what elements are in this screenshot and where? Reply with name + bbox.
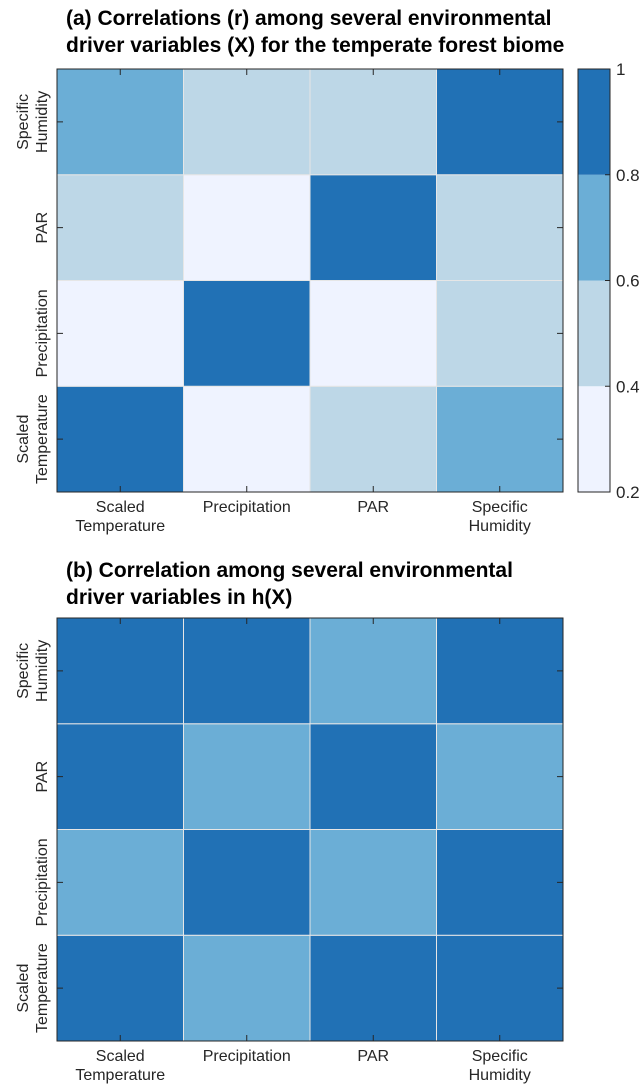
heatmap-cell bbox=[309, 280, 437, 387]
heatmap-cell bbox=[309, 68, 437, 176]
heatmap-cell bbox=[183, 280, 311, 387]
heatmap-cell bbox=[183, 829, 311, 936]
heatmap-cell bbox=[56, 723, 184, 830]
y-tick-label-line: PAR bbox=[34, 761, 51, 793]
x-tick-label-line: Humidity bbox=[469, 518, 531, 535]
colorbar-segment bbox=[578, 174, 610, 281]
x-tick-label-line: Precipitation bbox=[203, 1048, 291, 1065]
x-tick-label-line: Temperature bbox=[75, 518, 165, 535]
heatmap-cell bbox=[436, 174, 564, 281]
y-tick-label-line: Temperature bbox=[34, 943, 51, 1033]
heatmap-cell bbox=[309, 934, 437, 1042]
x-tick-label-line: Specific bbox=[472, 1048, 528, 1065]
heatmap-cell bbox=[309, 385, 437, 493]
x-tick-label-precipitation: Precipitation bbox=[203, 499, 291, 516]
y-tick-label-scaled-temperature: Scaled Temperature bbox=[15, 394, 51, 484]
heatmap-cell bbox=[309, 829, 437, 936]
heatmap-cell bbox=[56, 829, 184, 936]
panel-b-correlation-heatmap: (b) Correlation among several environmen… bbox=[15, 559, 564, 1084]
heatmap-cell bbox=[183, 934, 311, 1042]
x-tick-label-line: Specific bbox=[472, 499, 528, 516]
chart-title-line: driver variables in h(X) bbox=[66, 586, 292, 609]
y-tick-label-line: Precipitation bbox=[34, 289, 51, 377]
x-tick-label-line: Scaled bbox=[96, 499, 145, 516]
chart-title-line: (a) Correlations (r) among several envir… bbox=[66, 7, 551, 30]
x-tick-label-line: Humidity bbox=[469, 1067, 531, 1084]
y-tick-label-line: Scaled bbox=[15, 964, 32, 1013]
heatmap-cell bbox=[436, 68, 564, 176]
y-tick-label-line: PAR bbox=[34, 212, 51, 244]
x-tick-label-scaled-temperature: Scaled Temperature bbox=[75, 499, 165, 535]
chart-title: (a) Correlations (r) among several envir… bbox=[66, 7, 564, 57]
heatmap-cell bbox=[436, 617, 564, 725]
y-tick-label-specific-humidity: Specific Humidity bbox=[15, 640, 51, 702]
x-tick-label-precipitation: Precipitation bbox=[203, 1048, 291, 1065]
colorbar-tick-label: 1 bbox=[616, 60, 625, 79]
x-tick-label-line: Scaled bbox=[96, 1048, 145, 1065]
y-tick-label-line: Specific bbox=[15, 94, 32, 150]
heatmap-cell bbox=[56, 385, 184, 493]
x-tick-label-scaled-temperature: Scaled Temperature bbox=[75, 1048, 165, 1084]
x-tick-label-par: PAR bbox=[357, 1048, 389, 1065]
y-tick-label-precipitation: Precipitation bbox=[34, 289, 51, 377]
heatmap-cell bbox=[183, 723, 311, 830]
heatmap-cell bbox=[56, 280, 184, 387]
heatmap-cell bbox=[309, 174, 437, 281]
colorbar-tick-label: 0.8 bbox=[616, 166, 640, 185]
colorbar-segment bbox=[578, 69, 610, 175]
panel-a-correlation-heatmap: (a) Correlations (r) among several envir… bbox=[15, 7, 564, 535]
heatmap-cell bbox=[436, 723, 564, 830]
chart-title: (b) Correlation among several environmen… bbox=[66, 559, 513, 609]
heatmap-cell bbox=[56, 68, 184, 176]
heatmap-cell bbox=[309, 723, 437, 830]
colorbar-segment bbox=[578, 280, 610, 387]
heatmap-cell bbox=[436, 934, 564, 1042]
x-tick-label-specific-humidity: Specific Humidity bbox=[469, 1048, 531, 1084]
y-tick-label-line: Precipitation bbox=[34, 838, 51, 926]
x-tick-label-line: PAR bbox=[357, 1048, 389, 1065]
axes-box bbox=[56, 68, 564, 493]
y-tick-label-scaled-temperature: Scaled Temperature bbox=[15, 943, 51, 1033]
heatmap-cell bbox=[183, 617, 311, 725]
heatmap-cell bbox=[183, 385, 311, 493]
x-tick-label-line: Temperature bbox=[75, 1067, 165, 1084]
x-tick-label-line: PAR bbox=[357, 499, 389, 516]
y-tick-label-precipitation: Precipitation bbox=[34, 838, 51, 926]
x-tick-label-line: Precipitation bbox=[203, 499, 291, 516]
colorbar-tick-label: 0.6 bbox=[616, 272, 640, 291]
heatmap-cell bbox=[56, 174, 184, 281]
heatmap-cell bbox=[436, 829, 564, 936]
heatmap-cell bbox=[436, 385, 564, 493]
y-tick-label-line: Temperature bbox=[34, 394, 51, 484]
colorbar-tick-label: 0.2 bbox=[616, 483, 640, 502]
heatmap-cell bbox=[183, 174, 311, 281]
y-tick-label-line: Humidity bbox=[34, 91, 51, 153]
heatmap-cell bbox=[56, 617, 184, 725]
y-tick-label-line: Scaled bbox=[15, 415, 32, 464]
x-tick-label-specific-humidity: Specific Humidity bbox=[469, 499, 531, 535]
y-tick-label-line: Humidity bbox=[34, 640, 51, 702]
heatmap-cell bbox=[56, 934, 184, 1042]
y-tick-label-line: Specific bbox=[15, 643, 32, 699]
colorbar: 0.2 0.4 0.6 0.8 1 bbox=[577, 60, 640, 502]
chart-title-line: (b) Correlation among several environmen… bbox=[66, 559, 513, 582]
x-tick-label-par: PAR bbox=[357, 499, 389, 516]
y-tick-label-par: PAR bbox=[34, 212, 51, 244]
colorbar-segment bbox=[578, 386, 610, 492]
chart-title-line: driver variables (X) for the temperate f… bbox=[66, 34, 564, 57]
heatmap-cell bbox=[436, 280, 564, 387]
y-tick-label-specific-humidity: Specific Humidity bbox=[15, 91, 51, 153]
y-tick-label-par: PAR bbox=[34, 761, 51, 793]
colorbar-tick-label: 0.4 bbox=[616, 377, 640, 396]
heatmap-cell bbox=[309, 617, 437, 725]
axes-box bbox=[56, 617, 564, 1042]
heatmap-cell bbox=[183, 68, 311, 176]
